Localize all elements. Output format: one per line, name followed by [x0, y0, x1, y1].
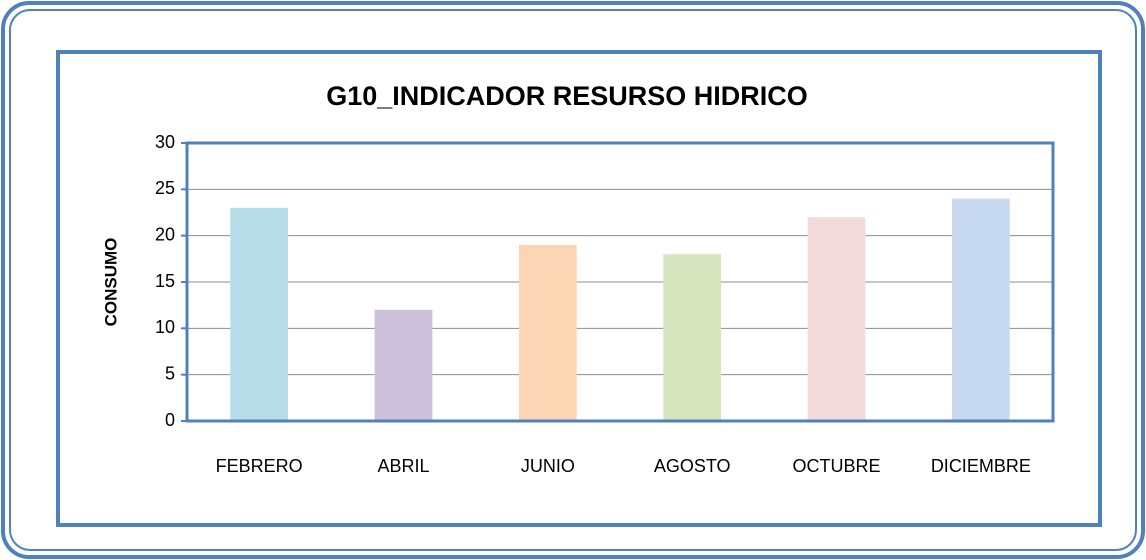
- y-tick-label: 20: [155, 224, 175, 244]
- bar: [230, 207, 289, 421]
- y-tick-label: 25: [155, 178, 175, 198]
- bar: [374, 309, 433, 421]
- x-tick-label: AGOSTO: [654, 456, 731, 476]
- y-axis-label: CONSUMO: [101, 238, 120, 327]
- y-tick-label: 10: [155, 317, 175, 337]
- x-tick-label: JUNIO: [521, 456, 575, 476]
- plot-border: [185, 141, 1055, 423]
- bar: [807, 217, 866, 421]
- y-tick-label: 15: [155, 271, 175, 291]
- y-tick-label: 30: [155, 132, 175, 152]
- x-tick-label: FEBRERO: [216, 456, 303, 476]
- chart-border: [56, 50, 1102, 527]
- inner-frame: [9, 9, 1137, 551]
- bar: [663, 254, 722, 421]
- x-tick-label: OCTUBRE: [792, 456, 880, 476]
- bar: [951, 198, 1010, 421]
- chart-title: G10_INDICADOR RESURSO HIDRICO: [326, 81, 808, 111]
- bar: [518, 244, 577, 421]
- y-tick-label: 5: [165, 363, 175, 383]
- x-tick-label: DICIEMBRE: [931, 456, 1031, 476]
- y-tick-label: 0: [165, 410, 175, 430]
- x-tick-label: ABRIL: [377, 456, 429, 476]
